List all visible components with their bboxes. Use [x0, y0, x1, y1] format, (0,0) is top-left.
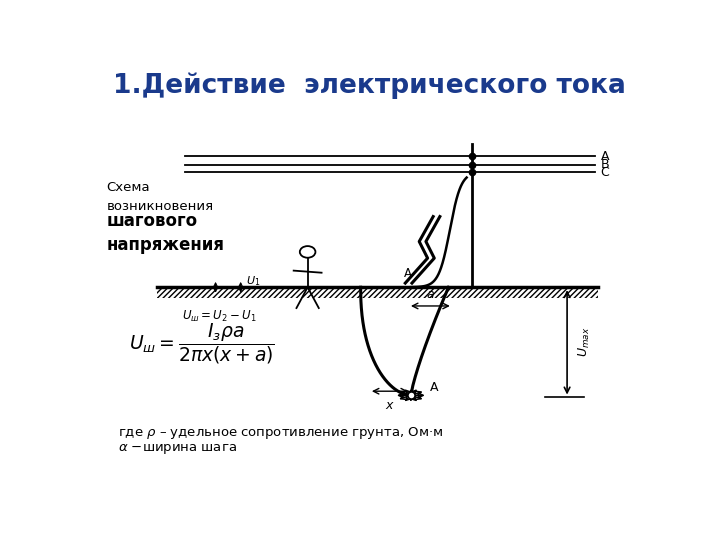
- Text: $U_{max}$: $U_{max}$: [577, 327, 593, 357]
- Text: $x$: $x$: [384, 399, 395, 411]
- Text: $a$: $a$: [426, 288, 435, 301]
- Text: A: A: [600, 150, 609, 163]
- Bar: [157, 287, 598, 298]
- Text: Схема
возникновения: Схема возникновения: [107, 181, 214, 213]
- Text: где $\rho$ – удельное сопротивление грунта, Ом·м: где $\rho$ – удельное сопротивление грун…: [118, 425, 443, 441]
- Text: $\alpha$ −ширина шага: $\alpha$ −ширина шага: [118, 442, 237, 456]
- Text: $U_{\mathit{ш}} = \dfrac{I_з\rho a}{2\pi x(x+a)}$: $U_{\mathit{ш}} = \dfrac{I_з\rho a}{2\pi…: [129, 321, 275, 366]
- Text: A: A: [431, 381, 439, 394]
- Circle shape: [300, 246, 315, 258]
- Text: $U_1$: $U_1$: [246, 274, 261, 288]
- Text: шагового
напряжения: шагового напряжения: [107, 212, 225, 254]
- Text: 1.Действие  электрического тока: 1.Действие электрического тока: [112, 72, 626, 99]
- Text: $U_{ш}=U_2-U_1$: $U_{ш}=U_2-U_1$: [182, 309, 256, 324]
- Text: A: A: [404, 267, 412, 280]
- Text: C: C: [600, 166, 609, 179]
- Text: B: B: [600, 158, 609, 171]
